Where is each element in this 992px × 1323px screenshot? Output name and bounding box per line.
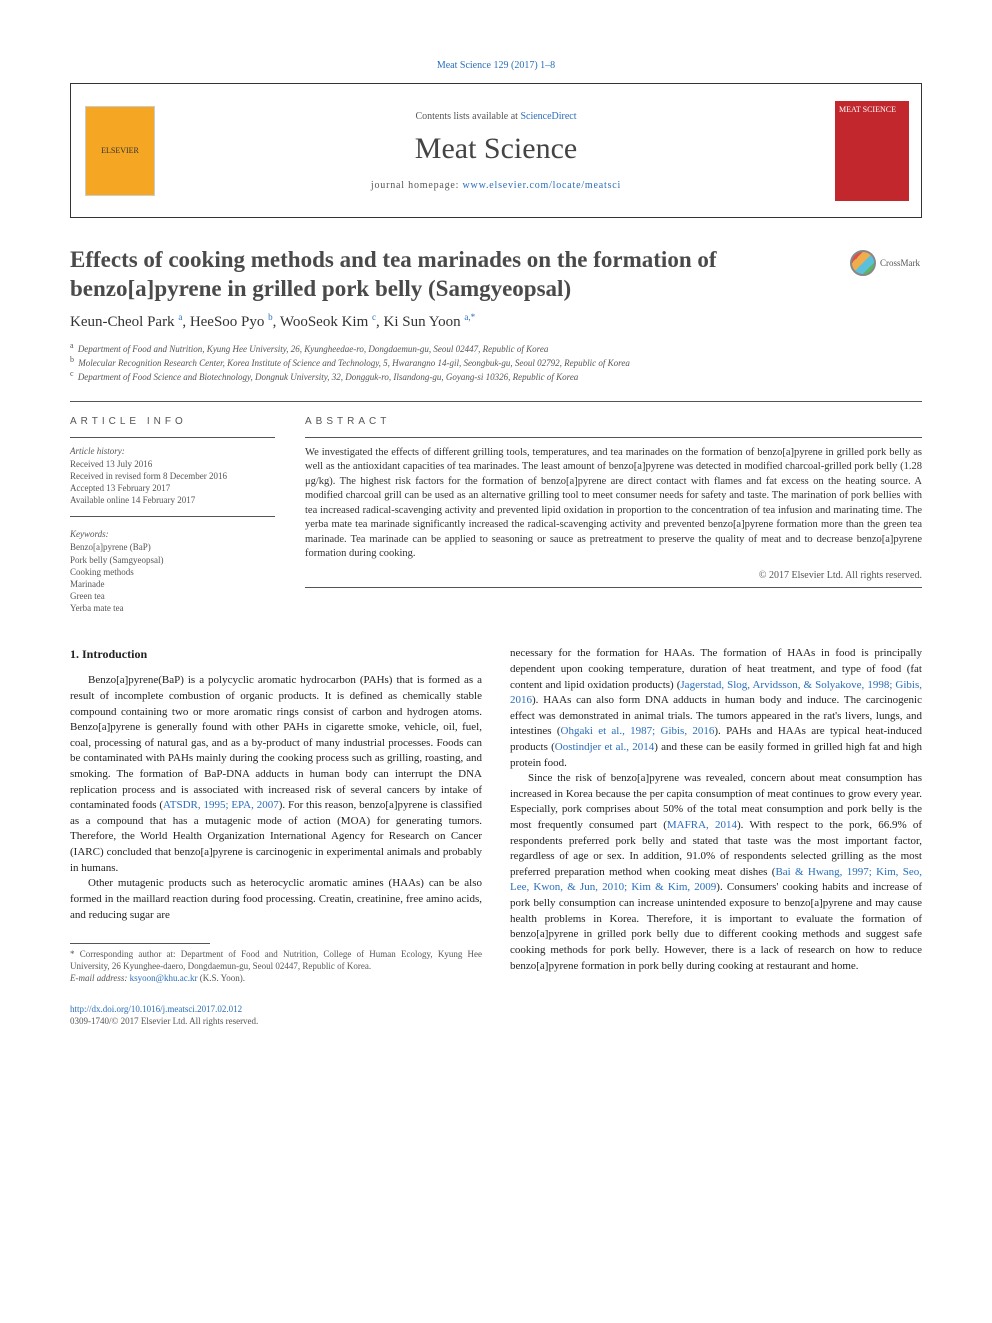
doi-link[interactable]: http://dx.doi.org/10.1016/j.meatsci.2017… — [70, 1003, 482, 1016]
journal-header: ELSEVIER Contents lists available at Sci… — [70, 83, 922, 218]
keywords-label: Keywords: — [70, 529, 275, 539]
abstract-copyright: © 2017 Elsevier Ltd. All rights reserved… — [305, 570, 922, 581]
left-paragraphs: Benzo[a]pyrene(BaP) is a polycyclic arom… — [70, 673, 482, 923]
crossmark-badge[interactable]: CrossMark — [850, 250, 922, 276]
keyword-line: Yerba mate tea — [70, 602, 275, 614]
contents-prefix: Contents lists available at — [415, 111, 520, 122]
body-columns: 1. Introduction Benzo[a]pyrene(BaP) is a… — [70, 646, 922, 1028]
affiliation-line: c Department of Food Science and Biotech… — [70, 369, 922, 383]
journal-name: Meat Science — [415, 132, 577, 166]
body-paragraph: Other mutagenic products such as heteroc… — [70, 876, 482, 923]
crossmark-label: CrossMark — [880, 258, 920, 268]
right-paragraphs: necessary for the formation for HAAs. Th… — [510, 646, 922, 974]
info-divider — [70, 437, 275, 438]
footnote-rule — [70, 943, 210, 944]
affiliation-line: a Department of Food and Nutrition, Kyun… — [70, 341, 922, 355]
crossmark-icon — [850, 250, 876, 276]
keyword-line: Cooking methods — [70, 566, 275, 578]
right-column: necessary for the formation for HAAs. Th… — [510, 646, 922, 1028]
homepage-prefix: journal homepage: — [371, 180, 463, 191]
publisher-logo-slot: ELSEVIER — [71, 84, 169, 217]
homepage-line: journal homepage: www.elsevier.com/locat… — [371, 180, 621, 191]
abstract-divider-top — [305, 437, 922, 438]
elsevier-logo-icon: ELSEVIER — [85, 106, 155, 196]
article-header-row: Effects of cooking methods and tea marin… — [70, 246, 922, 304]
keyword-line: Green tea — [70, 590, 275, 602]
article-info-block: ARTICLE INFO Article history: Received 1… — [70, 416, 275, 614]
abstract-divider-bottom — [305, 587, 922, 588]
affiliation-line: b Molecular Recognition Research Center,… — [70, 355, 922, 369]
email-label: E-mail address: — [70, 973, 130, 983]
history-line: Received 13 July 2016 — [70, 458, 275, 470]
history-line: Available online 14 February 2017 — [70, 494, 275, 506]
history-line: Received in revised form 8 December 2016 — [70, 470, 275, 482]
contents-line: Contents lists available at ScienceDirec… — [415, 111, 576, 122]
page-container: Meat Science 129 (2017) 1–8 ELSEVIER Con… — [0, 0, 992, 1068]
keyword-line: Marinade — [70, 578, 275, 590]
history-label: Article history: — [70, 446, 275, 456]
article-title: Effects of cooking methods and tea marin… — [70, 246, 830, 304]
footer-copyright: 0309-1740/© 2017 Elsevier Ltd. All right… — [70, 1015, 482, 1028]
body-paragraph: necessary for the formation for HAAs. Th… — [510, 646, 922, 771]
email-footnote: E-mail address: ksyoon@khu.ac.kr (K.S. Y… — [70, 972, 482, 984]
left-column: 1. Introduction Benzo[a]pyrene(BaP) is a… — [70, 646, 482, 1028]
sciencedirect-link[interactable]: ScienceDirect — [520, 111, 576, 122]
abstract-text: We investigated the effects of different… — [305, 446, 922, 562]
article-info-label: ARTICLE INFO — [70, 416, 275, 427]
history-divider — [70, 516, 275, 517]
history-line: Accepted 13 February 2017 — [70, 482, 275, 494]
abstract-label: ABSTRACT — [305, 416, 922, 427]
top-citation: Meat Science 129 (2017) 1–8 — [70, 60, 922, 71]
email-link[interactable]: ksyoon@khu.ac.kr — [130, 973, 198, 983]
header-center: Contents lists available at ScienceDirec… — [169, 84, 823, 217]
body-paragraph: Benzo[a]pyrene(BaP) is a polycyclic arom… — [70, 673, 482, 876]
keyword-line: Benzo[a]pyrene (BaP) — [70, 541, 275, 553]
meta-row: ARTICLE INFO Article history: Received 1… — [70, 416, 922, 614]
homepage-link[interactable]: www.elsevier.com/locate/meatsci — [463, 180, 622, 191]
history-lines: Received 13 July 2016Received in revised… — [70, 458, 275, 507]
keyword-lines: Benzo[a]pyrene (BaP)Pork belly (Samgyeop… — [70, 541, 275, 614]
cover-label: MEAT SCIENCE — [839, 105, 905, 114]
email-suffix: (K.S. Yoon). — [197, 973, 245, 983]
journal-cover-slot: MEAT SCIENCE — [823, 84, 921, 217]
top-divider — [70, 401, 922, 402]
intro-heading: 1. Introduction — [70, 646, 482, 663]
affiliations: a Department of Food and Nutrition, Kyun… — [70, 341, 922, 383]
keyword-line: Pork belly (Samgyeopsal) — [70, 554, 275, 566]
authors-line: Keun-Cheol Park a, HeeSoo Pyo b, WooSeok… — [70, 312, 922, 331]
journal-cover-icon: MEAT SCIENCE — [835, 101, 909, 201]
body-paragraph: Since the risk of benzo[a]pyrene was rev… — [510, 771, 922, 974]
abstract-block: ABSTRACT We investigated the effects of … — [305, 416, 922, 614]
corresponding-footnote: * Corresponding author at: Department of… — [70, 948, 482, 972]
